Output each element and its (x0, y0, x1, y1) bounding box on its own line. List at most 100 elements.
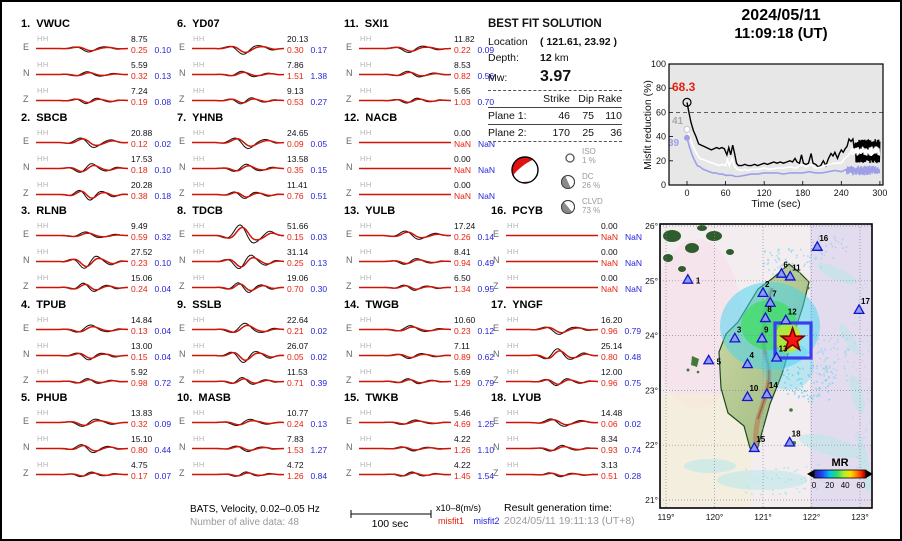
instrument-label: HH (37, 221, 49, 230)
svg-text:123°: 123° (851, 512, 869, 522)
misfit2-value: 0.32 (154, 232, 172, 242)
misfit1-value: 0.32 (131, 71, 148, 81)
waveform-trace (359, 325, 452, 333)
component-label: N (179, 349, 186, 359)
amplitude-value: 6.50 (454, 273, 471, 283)
depth-value: 12 (540, 52, 552, 64)
channel-row: E HH 9.49 0.59 0.32 (16, 220, 178, 246)
channel-row: Z HH 3.13 0.51 0.28 (486, 459, 648, 485)
result-time-value: 2024/05/11 19:11:13 (UT+8) (504, 515, 635, 527)
amplitude-value: 0.00 (454, 154, 471, 164)
time-scalebar (350, 510, 432, 518)
misfit1-value: NaN (601, 284, 619, 294)
station-name: 10. MASB (177, 392, 231, 404)
waveform-trace (506, 234, 598, 237)
svg-text:100: 100 (651, 59, 666, 69)
misfit2-value: 0.49 (477, 258, 495, 268)
decomposition-panel: ISO 1 % DC 26 % CLVD 73 % (558, 144, 646, 219)
misfit2-value: 1.38 (310, 71, 328, 81)
waveform-trace (192, 445, 285, 453)
waveform-trace (359, 230, 452, 240)
channel-row: Z HH 4.72 1.26 0.84 (172, 459, 334, 485)
waveform-trace (192, 418, 285, 427)
misfit1-value: 0.59 (131, 232, 148, 242)
station-name: 1. VWUC (21, 18, 70, 30)
instrument-label: HH (193, 315, 205, 324)
iso-label: ISO (582, 147, 596, 156)
amplitude-value: 5.92 (131, 367, 148, 377)
channel-row: E HH 14.48 0.06 0.02 (486, 407, 648, 433)
station-number-label: 11 (792, 263, 801, 272)
misfit1-value: NaN (454, 165, 472, 175)
map-frame (659, 223, 873, 509)
misfit1-value: 1.34 (454, 284, 471, 294)
component-label: E (346, 42, 353, 52)
misfit2-value: 0.44 (154, 445, 172, 455)
amplitude-value: 27.52 (131, 247, 153, 257)
misfit2-value: 0.02 (624, 419, 642, 429)
instrument-label: HH (193, 180, 205, 189)
misfit1-value: 0.09 (287, 139, 304, 149)
misfit1-value: 0.13 (131, 326, 148, 336)
waveform-trace (192, 254, 285, 270)
misfit2-value: 0.62 (477, 352, 495, 362)
component-label: Z (179, 375, 185, 385)
misfit2-value: 0.13 (310, 258, 328, 268)
component-label: Z (23, 188, 29, 198)
misfit2-value: 0.95 (477, 284, 495, 294)
station-number-label: 2 (765, 280, 770, 289)
depth-unit: km (554, 52, 569, 64)
amplitude-value: 25.14 (601, 341, 623, 351)
station-number-label: 3 (737, 325, 742, 334)
misfit1-value: 1.51 (287, 71, 304, 81)
misfit1-value: 0.51 (601, 471, 618, 481)
instrument-label: HH (193, 367, 205, 376)
misfit2-value: 0.02 (310, 326, 328, 336)
misfit1-value: NaN (454, 139, 472, 149)
station-number-label: 8 (767, 305, 772, 314)
misfit2-value: 0.14 (477, 232, 495, 242)
misfit2-value: 0.05 (310, 139, 328, 149)
waveform-trace (359, 471, 452, 477)
amplitude-value: 12.00 (601, 367, 623, 377)
solution-title: BEST FIT SOLUTION (488, 18, 602, 30)
instrument-label: HH (360, 273, 372, 282)
misfit1-value: 0.05 (287, 352, 304, 362)
channel-row: Z HH 0.00 NaN NaN (486, 272, 648, 298)
component-label: N (346, 255, 353, 265)
waveform-trace (506, 378, 599, 387)
station-block: 16. PCYB E HH 0.00 NaN NaN N HH 0.00 NaN NaN Z HH 0.0… (486, 205, 648, 299)
instrument-label: HH (360, 34, 372, 43)
waveform-trace (192, 163, 284, 172)
station-number-label: 9 (764, 325, 769, 334)
station-number-label: 15 (756, 435, 765, 444)
amplitude-value: 14.84 (131, 315, 153, 325)
col-dip: Dip (578, 93, 594, 105)
waveform-trace (359, 378, 451, 385)
station-block: 15. TWKB E HH 5.46 4.69 1.25 N HH 4.22 1.26 1.10 Z H… (339, 392, 501, 486)
station-block: 2. SBCB E HH 20.88 0.12 0.02 N HH 17.53 0.18 0.10 Z… (16, 112, 178, 206)
station-block: 18. LYUB E HH 14.48 0.06 0.02 N HH 8.34 0.93 0.74 Z… (486, 392, 648, 486)
svg-text:26°: 26° (645, 221, 658, 231)
amplitude-value: 22.64 (287, 315, 309, 325)
instrument-label: HH (193, 128, 205, 137)
component-label: N (23, 349, 30, 359)
misfit1-value: 0.30 (287, 45, 304, 55)
misfit2-value: 0.09 (154, 419, 172, 429)
waveform-trace (36, 444, 129, 454)
channel-row: E HH 0.00 NaN NaN (339, 127, 501, 153)
channel-row: Z HH 0.00 NaN NaN (339, 179, 501, 205)
station-block: 9. SSLB E HH 22.64 0.21 0.02 N HH 26.07 0.05 0.02 Z… (172, 299, 334, 393)
waveform-trace (192, 191, 285, 199)
amplitude-value: 4.72 (287, 460, 304, 470)
amplitude-value: 16.20 (601, 315, 623, 325)
station-marker-icon (775, 267, 788, 278)
amplitude-unit: x10–8(m/s) (436, 503, 482, 513)
instrument-label: HH (193, 154, 205, 163)
filter-info: BATS, Velocity, 0.02–0.05 Hz (190, 504, 320, 515)
waveform-trace (359, 446, 451, 452)
origin-time-header: 2024/05/11 11:09:18 (UT) (662, 7, 900, 42)
station-block: 8. TDCB E HH 51.66 0.15 0.03 N HH 31.14 0.25 0.13 Z… (172, 205, 334, 299)
svg-text:68.3: 68.3 (672, 80, 696, 94)
